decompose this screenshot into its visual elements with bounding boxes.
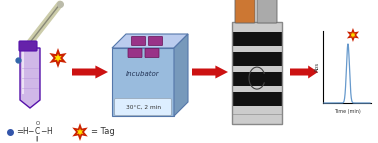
- Polygon shape: [54, 54, 62, 62]
- Bar: [112, 48, 174, 116]
- Text: =: =: [16, 128, 23, 137]
- Bar: [232, 22, 282, 124]
- FancyBboxPatch shape: [257, 0, 277, 23]
- Polygon shape: [50, 48, 67, 68]
- Polygon shape: [112, 34, 188, 48]
- Polygon shape: [192, 65, 228, 79]
- Bar: [232, 22, 282, 32]
- Text: = Tag: = Tag: [91, 128, 115, 137]
- FancyBboxPatch shape: [19, 41, 37, 51]
- Bar: [232, 114, 282, 124]
- Polygon shape: [174, 34, 188, 116]
- FancyBboxPatch shape: [149, 36, 163, 45]
- Bar: [232, 92, 282, 106]
- Text: $\rm H\!-\!\overset{O}{\underset{\|}{C}}\!-\!H$: $\rm H\!-\!\overset{O}{\underset{\|}{C}}…: [22, 119, 54, 143]
- Polygon shape: [77, 128, 83, 136]
- FancyBboxPatch shape: [132, 36, 146, 45]
- Text: Time (min): Time (min): [334, 110, 360, 115]
- Polygon shape: [72, 65, 108, 79]
- Bar: [232, 106, 282, 114]
- Bar: [232, 66, 282, 72]
- FancyBboxPatch shape: [115, 99, 172, 116]
- Polygon shape: [72, 123, 88, 141]
- Polygon shape: [350, 32, 356, 38]
- Text: Abs: Abs: [314, 62, 319, 72]
- Polygon shape: [290, 65, 318, 79]
- FancyBboxPatch shape: [128, 48, 142, 57]
- Polygon shape: [347, 28, 359, 42]
- Bar: [232, 86, 282, 92]
- FancyBboxPatch shape: [145, 48, 159, 57]
- Bar: [232, 32, 282, 46]
- Bar: [232, 46, 282, 52]
- Polygon shape: [20, 48, 40, 108]
- Bar: [232, 52, 282, 66]
- Bar: [232, 72, 282, 86]
- Text: Incubator: Incubator: [126, 71, 160, 77]
- FancyBboxPatch shape: [235, 0, 255, 23]
- Text: 30°C, 2 min: 30°C, 2 min: [125, 105, 161, 110]
